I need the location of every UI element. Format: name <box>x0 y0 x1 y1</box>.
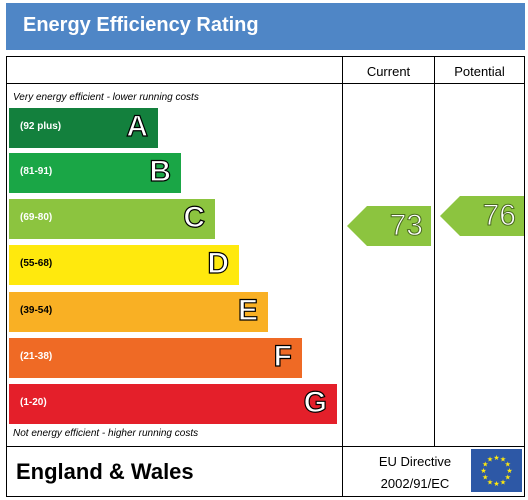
eu-star-icon: ★ <box>500 456 506 464</box>
band-letter: D <box>207 246 230 280</box>
footer-divider <box>6 446 525 447</box>
band-letter: G <box>303 385 328 419</box>
eu-star-icon: ★ <box>482 461 488 469</box>
potential-column-header: Potential <box>454 64 505 79</box>
eu-stars-icon: ★★★★★★★★★ ★ ★★ <box>480 454 512 488</box>
eu-star-icon: ★ <box>487 456 493 464</box>
band-range-label: (55-68) <box>20 258 53 269</box>
band-letter: C <box>183 200 206 234</box>
band-range-label: (39-54) <box>20 305 53 316</box>
band-range-label: (81-91) <box>20 166 53 177</box>
eu-star-icon: ★ <box>482 474 488 482</box>
band-f: (21-38) F <box>9 338 302 378</box>
band-range-label: (21-38) <box>20 351 53 362</box>
potential-arrow-shape <box>440 196 524 236</box>
inefficient-note: Not energy efficient - higher running co… <box>13 428 199 439</box>
band-range-label: (1-20) <box>20 397 47 408</box>
rating-frame <box>6 56 525 497</box>
band-letter: A <box>126 109 149 143</box>
current-column-header: Current <box>366 64 411 79</box>
band-letter: E <box>237 293 258 327</box>
eu-star-icon: ★ <box>480 467 486 475</box>
directive-line2: 2002/91/EC <box>380 476 450 491</box>
current-rating-value: 73 <box>389 209 423 243</box>
band-e: (39-54) E <box>9 292 268 332</box>
potential-arrow-fill <box>440 196 524 236</box>
header-bar: Energy Efficiency Rating <box>6 3 525 50</box>
potential-rating-arrow: 76 <box>440 196 524 236</box>
page-title: Energy Efficiency Rating <box>23 14 259 36</box>
eu-star-icon: ★ <box>487 478 493 486</box>
efficient-note: Very energy efficient - lower running co… <box>13 92 199 103</box>
band-g: (1-20) G <box>9 384 337 424</box>
header-divider <box>6 83 525 84</box>
eu-star-icon: ★ <box>505 474 511 482</box>
current-arrow-shape <box>347 206 431 246</box>
band-c: (69-80) C <box>9 199 215 239</box>
eu-star-icon: ★ <box>506 467 512 475</box>
eu-star-icon: ★ <box>505 461 511 469</box>
band-b: (81-91) B <box>9 153 181 193</box>
potential-column-divider <box>434 56 435 447</box>
band-d: (55-68) D <box>9 245 239 285</box>
eu-star-icon: ★ <box>500 478 506 486</box>
current-column-divider <box>342 56 343 497</box>
band-range-label: (92 plus) <box>20 121 62 132</box>
band-letter: B <box>149 154 172 188</box>
eu-flag-icon: ★ ★ ★ ★ ★ ★ ★ ★ ★ ★ ★ ★ <box>471 449 522 492</box>
region-label: England & Wales <box>16 459 194 484</box>
eu-star-icon: ★ <box>493 454 499 462</box>
eu-star-icon: ★ <box>493 480 499 488</box>
band-a: (92 plus) A <box>9 108 158 148</box>
current-arrow-fill <box>347 206 431 246</box>
directive-line1: EU Directive <box>378 454 452 469</box>
current-rating-arrow: 73 <box>347 206 431 246</box>
potential-rating-value: 76 <box>482 199 516 233</box>
band-range-label: (69-80) <box>20 212 53 223</box>
band-letter: F <box>273 339 293 373</box>
